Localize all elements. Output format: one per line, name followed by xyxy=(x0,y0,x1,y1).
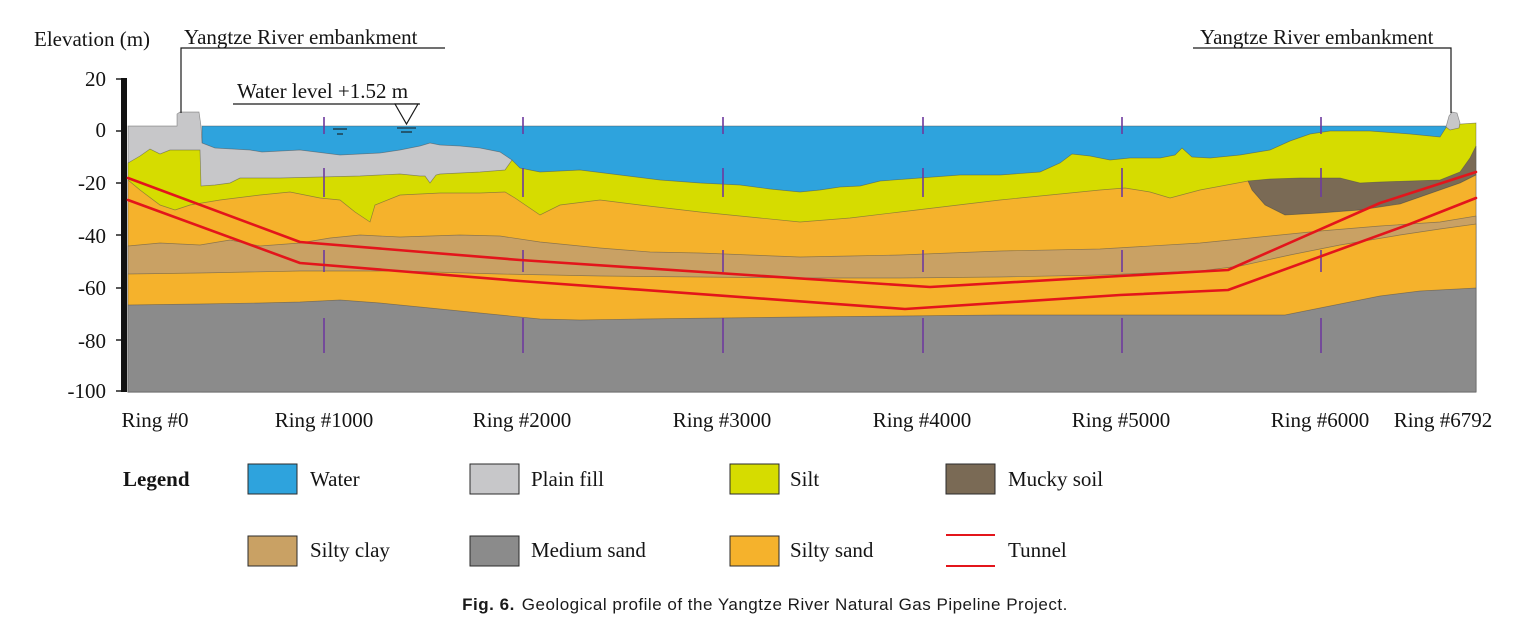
water-level-triangle-icon xyxy=(393,103,420,126)
ring-label: Ring #0 xyxy=(121,408,189,432)
legend-swatch-silt xyxy=(729,463,780,495)
y-tick-label: -40 xyxy=(78,224,106,248)
legend-title: Legend xyxy=(123,467,190,491)
ring-label: Ring #3000 xyxy=(672,408,772,432)
right-embankment-label: Yangtze River embankment xyxy=(1200,25,1434,49)
legend-swatch-plain-fill xyxy=(469,463,520,495)
y-tick-label: -80 xyxy=(78,329,106,353)
caption-text: Geological profile of the Yangtze River … xyxy=(521,595,1068,614)
legend-label-silty-clay: Silty clay xyxy=(310,538,390,562)
legend-swatch-mucky-soil xyxy=(945,463,996,495)
figure-caption: Fig. 6. Geological profile of the Yangtze… xyxy=(8,596,1522,613)
y-tick-label: 20 xyxy=(85,67,106,91)
legend-label-tunnel: Tunnel xyxy=(1008,538,1067,562)
water-level-label: Water level +1.52 m xyxy=(237,79,409,103)
ring-label: Ring #6792 xyxy=(1393,408,1493,432)
right-embankment xyxy=(1445,111,1461,131)
legend-label-silt: Silt xyxy=(790,467,820,491)
legend-swatch-water xyxy=(247,463,298,495)
ring-label: Ring #2000 xyxy=(472,408,572,432)
y-tick-label: -60 xyxy=(78,276,106,300)
medium-sand-layer xyxy=(127,287,1477,393)
legend-swatch-silty-sand xyxy=(729,535,780,567)
legend-label-water: Water xyxy=(310,467,360,491)
y-tick-label: -20 xyxy=(78,171,106,195)
y-axis-title: Elevation (m) xyxy=(34,27,151,51)
ring-label: Ring #4000 xyxy=(872,408,972,432)
y-tick-label: -100 xyxy=(67,379,107,403)
ring-label: Ring #5000 xyxy=(1071,408,1171,432)
legend-swatch-medium-sand xyxy=(469,535,520,567)
legend-swatches xyxy=(247,463,996,567)
legend-label-mucky-soil: Mucky soil xyxy=(1008,467,1104,491)
caption-label: Fig. 6. xyxy=(462,595,515,614)
y-axis-bar xyxy=(121,78,127,392)
tunnel-lower-line xyxy=(126,196,1478,311)
left-embankment-leader xyxy=(180,47,445,113)
right-embankment-leader xyxy=(1193,47,1452,113)
legend-label-plain-fill: Plain fill xyxy=(531,467,604,491)
y-tick-label: 0 xyxy=(95,118,107,142)
ring-label: Ring #6000 xyxy=(1270,408,1370,432)
left-embankment-label: Yangtze River embankment xyxy=(184,25,418,49)
legend-label-medium-sand: Medium sand xyxy=(531,538,646,562)
y-axis-ticks xyxy=(116,78,121,392)
legend-swatch-silty-clay xyxy=(247,535,298,567)
tunnel-upper-line xyxy=(126,170,1478,289)
legend-label-silty-sand: Silty sand xyxy=(790,538,874,562)
water-level-symbol xyxy=(233,103,420,135)
ring-label: Ring #1000 xyxy=(274,408,374,432)
